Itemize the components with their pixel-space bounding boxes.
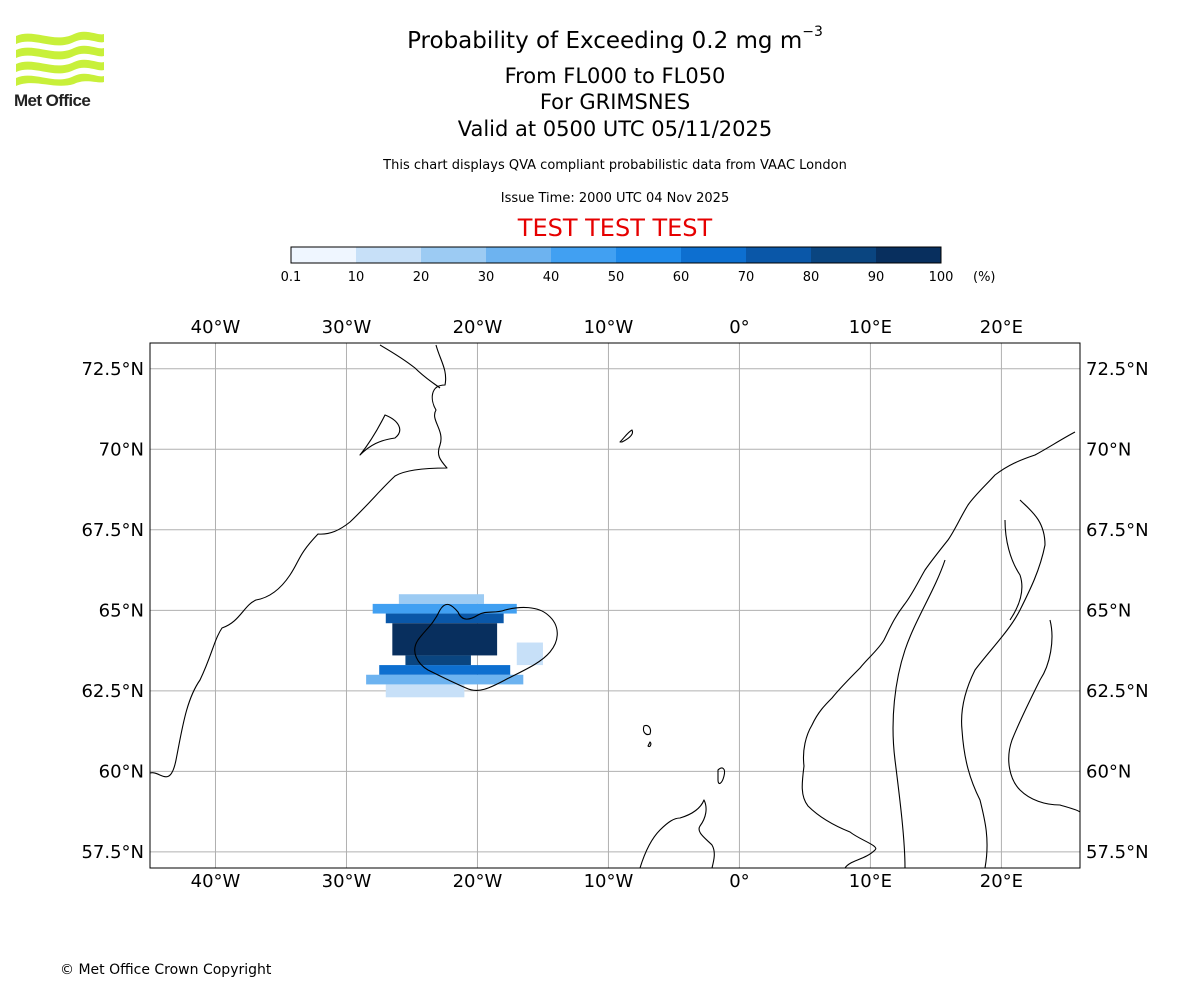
top-longitude-label: 20°E [980, 317, 1023, 338]
left-latitude-label: 67.5°N [81, 520, 144, 541]
top-longitude-label: 40°W [191, 317, 241, 338]
right-latitude-label: 65°N [1086, 600, 1131, 621]
top-longitude-label: 20°W [453, 317, 503, 338]
colorbar-band [356, 247, 422, 263]
colorbar-tick-label: 60 [672, 270, 690, 285]
colorbar-band [681, 247, 747, 263]
greenland-coastline [150, 344, 448, 778]
map-frame [149, 342, 1081, 869]
colorbar-tick-label: 100 [928, 270, 954, 285]
colorbar-unit: (%) [973, 270, 996, 285]
colorbar-band [551, 247, 617, 263]
colorbar-band [291, 247, 357, 263]
right-latitude-label: 70°N [1086, 439, 1131, 460]
chart-subtitle: This chart displays QVA compliant probab… [383, 158, 847, 173]
norway-sweden-border [961, 499, 1046, 868]
scotland-coastline [639, 799, 715, 868]
plume-cell [392, 623, 498, 656]
colorbar-band [811, 247, 877, 263]
bottom-longitude-label: 10°W [584, 871, 634, 892]
left-latitude-label: 65°N [99, 600, 144, 621]
met-office-logo-icon [16, 31, 104, 86]
sweden-east-coast [1008, 619, 1080, 813]
right-latitude-label: 67.5°N [1086, 520, 1149, 541]
colorbar-tick-label: 50 [607, 270, 625, 285]
ash-probability-plume [366, 594, 543, 698]
top-longitude-label: 10°E [849, 317, 892, 338]
left-latitude-label: 70°N [99, 439, 144, 460]
colorbar-band [486, 247, 552, 263]
colorbar-band [421, 247, 487, 263]
greenland-island [359, 414, 401, 456]
colorbar-band [746, 247, 812, 263]
bottom-longitude-label: 40°W [191, 871, 241, 892]
plume-cell [405, 655, 471, 666]
top-longitude-label: 10°W [584, 317, 634, 338]
colorbar-tick-label: 20 [412, 270, 430, 285]
colorbar-tick-label: 90 [867, 270, 885, 285]
right-latitude-label: 57.5°N [1086, 842, 1149, 863]
volcano-name: For GRIMSNES [539, 90, 691, 114]
bottom-longitude-label: 0° [729, 871, 749, 892]
plume-cell [385, 684, 465, 698]
plume-cell [398, 594, 485, 604]
copyright-notice: © Met Office Crown Copyright [60, 962, 272, 978]
top-longitude-label: 0° [729, 317, 749, 338]
flight-level-range: From FL000 to FL050 [504, 64, 726, 88]
logo-text: Met Office [14, 91, 91, 110]
plume-cell [385, 613, 504, 624]
bottom-longitude-label: 20°W [453, 871, 503, 892]
axis-labels: 40°W 40°W 30°W 30°W 20°W 20°W 10°W 10°W 0° 0° 10°E… [81, 317, 1148, 892]
test-banner: TEST TEST TEST [517, 214, 713, 242]
colorbar-band [616, 247, 682, 263]
iceland-coastline [414, 603, 558, 691]
colorbar [290, 246, 942, 264]
plume-cell [379, 665, 511, 675]
finland-border [1004, 519, 1023, 621]
plume-cell [366, 674, 524, 685]
plume-cell [516, 642, 543, 666]
chart-title: Probability of Exceeding 0.2 mg m−3 [407, 24, 823, 54]
norway-interior-border [892, 559, 946, 868]
colorbar-tick-label: 80 [802, 270, 820, 285]
bottom-longitude-label: 20°E [980, 871, 1023, 892]
greenland-fjord [379, 344, 441, 389]
left-latitude-label: 60°N [99, 761, 144, 782]
norway-coastline [801, 431, 1076, 868]
colorbar-tick-label: 0.1 [280, 270, 302, 285]
colorbar-tick-label: 70 [737, 270, 755, 285]
jan-mayen-coastline [619, 429, 634, 443]
issue-time: Issue Time: 2000 UTC 04 Nov 2025 [500, 191, 730, 206]
top-longitude-label: 30°W [322, 317, 372, 338]
colorbar-band [876, 247, 942, 263]
shetland-coastline [717, 767, 726, 785]
colorbar-tick-label: 30 [477, 270, 495, 285]
left-latitude-label: 72.5°N [81, 359, 144, 380]
bottom-longitude-label: 30°W [322, 871, 372, 892]
bottom-longitude-label: 10°E [849, 871, 892, 892]
valid-time: Valid at 0500 UTC 05/11/2025 [457, 117, 773, 141]
right-latitude-label: 62.5°N [1086, 681, 1149, 702]
gridlines [150, 343, 1080, 868]
colorbar-tick-label: 40 [542, 270, 560, 285]
plume-cell [372, 603, 517, 614]
colorbar-tick-label: 10 [347, 270, 365, 285]
faroe-coastline [642, 724, 652, 748]
left-latitude-label: 57.5°N [81, 842, 144, 863]
left-latitude-label: 62.5°N [81, 681, 144, 702]
coastlines [150, 344, 1080, 868]
right-latitude-label: 72.5°N [1086, 359, 1149, 380]
right-latitude-label: 60°N [1086, 761, 1131, 782]
